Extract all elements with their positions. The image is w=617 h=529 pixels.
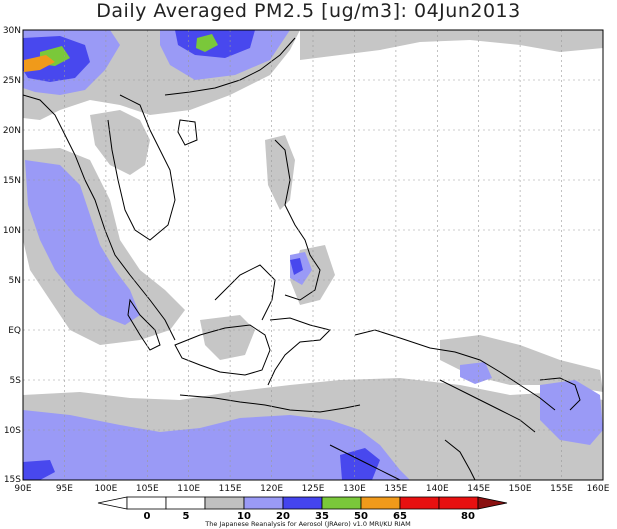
lat-label: 15S: [4, 475, 21, 485]
colorbar-label: 80: [461, 511, 475, 522]
lat-label: 20N: [3, 126, 21, 136]
colorbar-label: 10: [237, 511, 251, 522]
lon-label: 125E: [302, 484, 325, 494]
map-frame: [22, 29, 604, 481]
lat-label: EQ: [8, 326, 21, 336]
colorbar-segment: [126, 496, 167, 510]
lon-label: 150E: [509, 484, 532, 494]
lat-label: 25N: [3, 76, 21, 86]
colorbar-segment: [438, 496, 479, 510]
lon-label: 120E: [260, 484, 283, 494]
colorbar-label: 5: [183, 511, 190, 522]
shading-50-65: [24, 55, 55, 72]
lon-label: 105E: [136, 484, 159, 494]
lon-axis: 90E 95E 100E 105E 110E 115E 120E 125E 13…: [14, 484, 609, 494]
concentration-shading: [23, 30, 603, 480]
lat-label: 15N: [3, 176, 21, 186]
colorbar-segment: [360, 496, 401, 510]
lat-label: 5N: [9, 276, 21, 286]
map-title: Daily Averaged PM2.5 [ug/m3]: 04Jun2013: [96, 0, 521, 22]
colorbar-label: 35: [315, 511, 329, 522]
lon-label: 135E: [384, 484, 407, 494]
colorbar-segment: [321, 496, 362, 510]
lat-axis: 30N 25N 20N 15N 10N 5N EQ 5S 10S 15S: [3, 26, 21, 485]
colorbar-segment: [204, 496, 245, 510]
colorbar-label: 0: [144, 511, 151, 522]
colorbar-segment: [243, 496, 284, 510]
colorbar: 0 5 10 20 35 50 65 80: [97, 496, 508, 522]
colorbar-segment: [399, 496, 440, 510]
lat-label: 5S: [10, 376, 22, 386]
lat-label: 10N: [3, 226, 21, 236]
colorbar-segment: [282, 496, 323, 510]
colorbar-segment: [165, 496, 206, 510]
lon-label: 100E: [94, 484, 117, 494]
lon-label: 160E: [587, 484, 610, 494]
lon-label: 110E: [177, 484, 200, 494]
colorbar-label: 20: [276, 511, 290, 522]
coastlines: [23, 37, 581, 480]
colorbar-label: 65: [393, 511, 407, 522]
lon-label: 145E: [467, 484, 490, 494]
lon-label: 115E: [219, 484, 242, 494]
lon-label: 140E: [426, 484, 449, 494]
lon-label: 90E: [14, 484, 31, 494]
colorbar-segment: [477, 496, 508, 510]
colorbar-label: 50: [354, 511, 368, 522]
graticule: [23, 30, 603, 480]
lat-label: 10S: [4, 426, 21, 436]
credit-text: The Japanese Reanalysis for Aerosol (JRA…: [204, 520, 410, 528]
lat-label: 30N: [3, 26, 21, 36]
lon-label: 95E: [56, 484, 73, 494]
colorbar-segment: [97, 496, 128, 510]
lon-label: 155E: [550, 484, 573, 494]
lon-label: 130E: [343, 484, 366, 494]
